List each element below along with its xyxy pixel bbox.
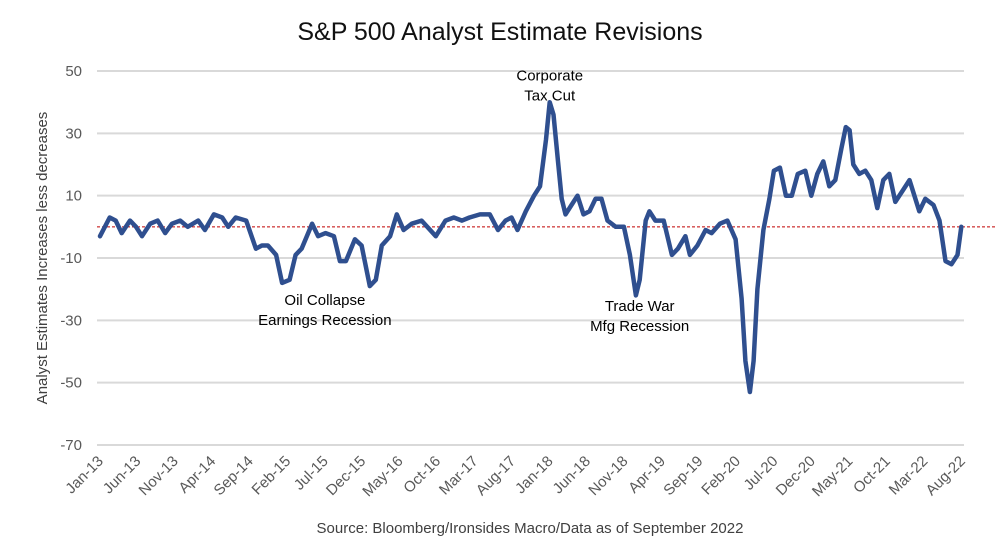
x-tick-label: Oct-16 [400, 453, 444, 497]
x-tick-label: Nov-13 [136, 453, 182, 499]
x-tick-label: Sep-19 [660, 453, 706, 499]
annotation-text: Corporate [516, 67, 583, 84]
annotations: Corporate Tax Cut Oil Collapse Earnings Rec… [258, 67, 689, 335]
x-tick-label: May-21 [809, 453, 856, 500]
x-tick-label: Feb-20 [698, 453, 744, 499]
x-tick-label: May-16 [359, 453, 406, 500]
y-tick-label: 10 [65, 188, 82, 205]
x-tick-label: Feb-15 [249, 453, 295, 499]
y-tick-label: -70 [60, 437, 82, 454]
x-axis-ticks: Jan-13Jun-13Nov-13Apr-14Sep-14Feb-15Jul-… [62, 453, 968, 500]
x-tick-label: Sep-14 [211, 453, 257, 499]
x-tick-label: Jun-18 [550, 453, 594, 497]
x-tick-label: Oct-21 [850, 453, 894, 497]
chart-title: S&P 500 Analyst Estimate Revisions [297, 18, 702, 46]
x-tick-label: Jan-13 [62, 453, 106, 497]
y-tick-label: -50 [60, 375, 82, 392]
gridlines [97, 70, 964, 446]
annotation-text: Oil Collapse [284, 292, 365, 309]
x-tick-label: Nov-18 [585, 453, 631, 499]
annotation-text: Earnings Recession [258, 312, 391, 329]
y-tick-label: -30 [60, 312, 82, 329]
source-note: Source: Bloomberg/Ironsides Macro/Data a… [317, 520, 744, 537]
x-tick-label: Jun-13 [100, 453, 144, 497]
x-tick-label: Mar-17 [436, 453, 482, 499]
x-tick-label: Aug-22 [923, 453, 969, 499]
y-tick-label: 50 [65, 63, 82, 80]
annotation-text: Trade War [605, 298, 675, 315]
x-tick-label: Mar-22 [886, 453, 932, 499]
annotation-text: Mfg Recession [590, 318, 689, 335]
x-tick-label: Jan-18 [512, 453, 556, 497]
annotation-text: Tax Cut [524, 87, 576, 104]
y-tick-label: 30 [65, 125, 82, 142]
y-tick-label: -10 [60, 250, 82, 267]
y-axis-ticks: 50 30 10 -10 -30 -50 -70 [60, 63, 82, 454]
x-tick-label: Aug-17 [473, 453, 519, 499]
series-line-revisions [97, 99, 964, 395]
y-axis-label: Analyst Estimates Increases less decreas… [34, 112, 51, 405]
